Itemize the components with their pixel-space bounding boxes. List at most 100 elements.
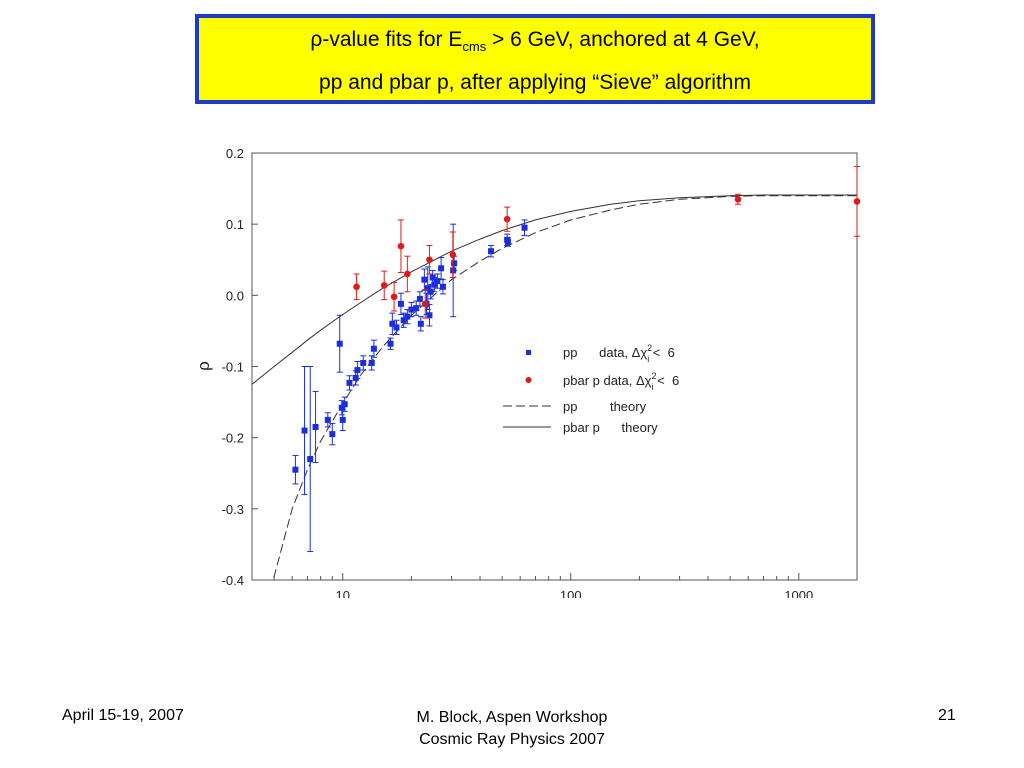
pp-data-point bbox=[339, 408, 346, 432]
pbar-marker bbox=[503, 215, 511, 223]
pp-data-point bbox=[312, 390, 319, 464]
pbar-marker bbox=[853, 198, 861, 205]
pbar-marker bbox=[426, 256, 433, 264]
pp-marker bbox=[370, 345, 377, 352]
pp-marker bbox=[421, 276, 428, 283]
pp-data-point bbox=[329, 422, 336, 446]
pp-marker bbox=[439, 283, 446, 290]
pp-marker bbox=[354, 367, 361, 374]
pp-data-point bbox=[301, 366, 308, 496]
pp-data-point bbox=[431, 277, 438, 293]
pp-data-point bbox=[389, 312, 396, 335]
pp-marker bbox=[424, 285, 431, 292]
x-tick-label: 1000 bbox=[784, 588, 813, 598]
pp-marker bbox=[426, 312, 433, 319]
legend-marker-pp bbox=[526, 350, 531, 355]
pp-marker bbox=[488, 248, 495, 255]
pbar-data-point bbox=[853, 166, 861, 237]
pp-marker bbox=[336, 340, 343, 347]
legend-label-pp-data: pp data, Δχ2 i < 6 bbox=[563, 343, 675, 364]
pbar-marker bbox=[390, 293, 398, 301]
theory-curves bbox=[252, 194, 857, 580]
pbar-data-point bbox=[503, 206, 511, 232]
legend-label-pp-theory: pp theory bbox=[563, 399, 647, 414]
pp-marker bbox=[389, 320, 396, 327]
pp-marker bbox=[404, 313, 411, 320]
pp-marker bbox=[393, 324, 400, 331]
footer-date: April 15-19, 2007 bbox=[62, 707, 184, 724]
pp-marker bbox=[521, 224, 528, 231]
pp-data-point bbox=[360, 355, 367, 371]
y-tick-label: 0.0 bbox=[226, 288, 244, 303]
title-box: ρ-value fits for Ecms > 6 GeV, anchored … bbox=[195, 14, 875, 104]
y-tick-label: -0.3 bbox=[222, 502, 244, 517]
pp-data-point bbox=[521, 219, 528, 237]
x-tick-label: 100 bbox=[560, 588, 582, 598]
footer-credits: M. Block, Aspen Workshop Cosmic Ray Phys… bbox=[362, 707, 662, 751]
footer-page-number: 21 bbox=[938, 707, 956, 724]
y-tick-label: -0.4 bbox=[222, 573, 244, 588]
pp-marker bbox=[434, 278, 441, 285]
pbar-marker bbox=[397, 242, 405, 250]
pp-marker bbox=[387, 340, 394, 347]
pp-marker bbox=[312, 423, 319, 430]
legend-label-pbar-theory: pbar p theory bbox=[563, 420, 658, 435]
pp-data-point bbox=[346, 375, 353, 391]
y-tick-label: -0.1 bbox=[222, 360, 244, 375]
legend: pp data, Δχ2 i < 6 pbar p data, Δχ2 i < 6 … bbox=[503, 343, 679, 435]
pp-data-point bbox=[307, 366, 314, 553]
pp-marker bbox=[307, 456, 314, 463]
pp-marker bbox=[400, 317, 407, 324]
pbar-marker bbox=[734, 195, 742, 203]
pp-data-point bbox=[370, 339, 377, 358]
pp-data-point bbox=[439, 279, 446, 295]
pp-data-point bbox=[387, 337, 394, 350]
pp-data-point bbox=[368, 355, 375, 371]
pbar-data-point bbox=[449, 231, 457, 279]
data-points bbox=[292, 166, 861, 553]
pp-marker bbox=[431, 281, 438, 288]
pp-marker bbox=[324, 416, 331, 423]
pp-data-point bbox=[336, 314, 343, 373]
pp-marker bbox=[301, 427, 308, 434]
pp-data-point bbox=[488, 245, 495, 258]
pbar-data-point bbox=[380, 270, 388, 301]
pbar-marker bbox=[380, 282, 388, 289]
pp-marker bbox=[504, 238, 511, 245]
pp-marker bbox=[346, 379, 353, 386]
y-tick-label: 0.1 bbox=[226, 217, 244, 232]
pp-data-point bbox=[324, 412, 331, 428]
pbar-data-point bbox=[421, 289, 429, 319]
pp-marker bbox=[360, 359, 367, 366]
pp-marker bbox=[352, 374, 359, 381]
pp-data-point bbox=[434, 273, 441, 289]
pp-marker bbox=[413, 305, 420, 312]
pbar-data-point bbox=[397, 219, 405, 274]
y-axis-label: ρ bbox=[195, 361, 213, 371]
pbar-data-point bbox=[404, 255, 411, 293]
x-tick-label: 10 bbox=[336, 588, 350, 598]
pp-data-point bbox=[417, 316, 424, 332]
legend-label-pbar-data: pbar p data, Δχ2 i < 6 bbox=[563, 371, 679, 392]
plot-frame bbox=[251, 152, 858, 581]
pp-marker bbox=[292, 466, 299, 473]
pbar-marker bbox=[404, 270, 411, 278]
title-line-1-prefix: ρ-value fits for E bbox=[310, 28, 463, 51]
pbar-data-point bbox=[426, 245, 433, 275]
rho-chart: -0.4 -0.3 -0.2 -0.1 0.0 0.1 0.2 10 100 1000 ρ pp … bbox=[195, 146, 861, 598]
y-tick-label: -0.2 bbox=[222, 431, 244, 446]
pp-data-point bbox=[404, 309, 411, 325]
pp-data-point bbox=[341, 396, 348, 412]
legend-marker-pbar bbox=[525, 377, 532, 383]
pp-data-point bbox=[408, 301, 415, 318]
pbar-data-point bbox=[734, 193, 742, 205]
pp-data-point bbox=[354, 361, 361, 380]
pp-marker bbox=[338, 404, 345, 411]
title-subscript: cms bbox=[462, 39, 487, 54]
pbar-data-point bbox=[390, 282, 398, 312]
pp-marker bbox=[438, 265, 445, 272]
pp-data-point bbox=[416, 291, 423, 307]
pbar-marker bbox=[449, 251, 457, 259]
title-line-1-suffix: > 6 GeV, anchored at 4 GeV, bbox=[486, 28, 760, 51]
pp-data-point bbox=[438, 257, 445, 280]
